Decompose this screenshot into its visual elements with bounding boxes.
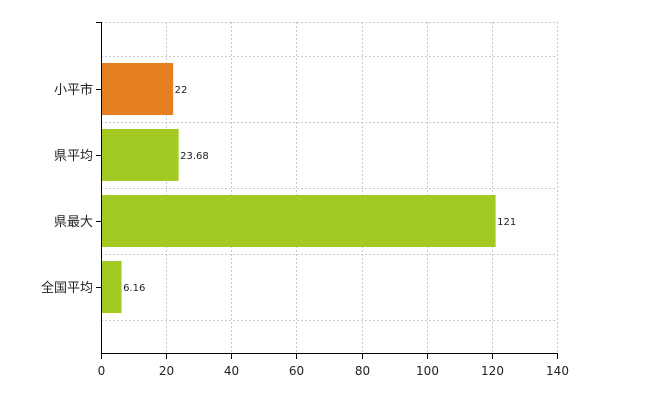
axes-group (96, 22, 558, 359)
data-label: 23.68 (180, 151, 209, 162)
x-tick-label: 120 (481, 364, 504, 378)
category-label: 県平均 (54, 149, 93, 164)
category-label: 全国平均 (41, 280, 93, 296)
bar (101, 195, 496, 247)
data-label: 22 (175, 85, 188, 96)
data-label: 6.16 (123, 283, 145, 294)
category-label: 県最大 (54, 215, 93, 230)
bar (101, 129, 179, 181)
category-label: 小平市 (54, 82, 93, 98)
data-labels-group: 22 23.68 121 6.16 (123, 85, 516, 294)
bar (101, 261, 122, 313)
x-tick-label: 40 (224, 364, 239, 378)
bar (101, 63, 174, 115)
data-label: 121 (497, 217, 516, 228)
x-tick-label: 80 (355, 364, 370, 378)
x-tick-label: 100 (416, 364, 439, 378)
grid-lines (101, 22, 558, 353)
x-tick-label: 0 (98, 364, 106, 378)
x-tick-label: 60 (289, 364, 304, 378)
x-tick-label: 20 (159, 364, 174, 378)
x-tick-label: 140 (546, 364, 569, 378)
x-tick-labels-group: 0 20 40 60 80 100 120 140 (98, 364, 569, 378)
bars-group (101, 63, 496, 313)
